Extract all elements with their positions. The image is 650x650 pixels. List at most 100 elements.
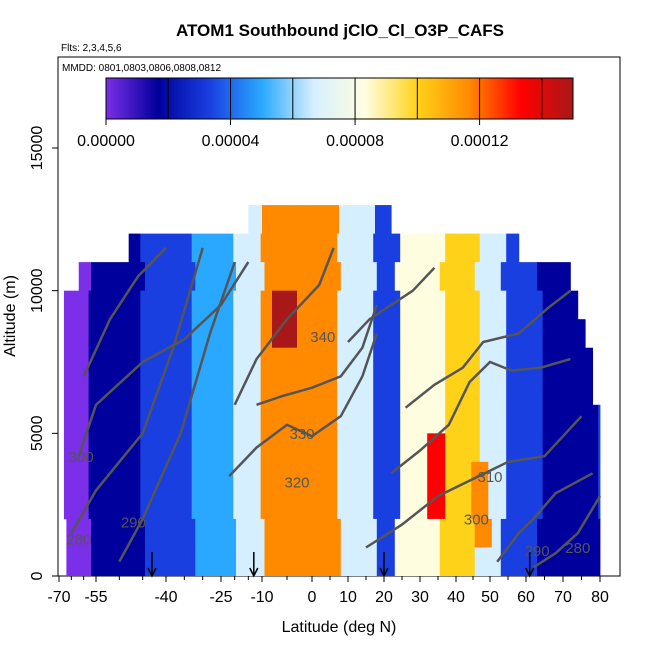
heatmap-cell xyxy=(128,347,141,377)
heatmap-cell xyxy=(76,490,83,520)
heatmap-cell xyxy=(445,319,455,349)
heatmap-cell xyxy=(219,347,227,377)
heatmap-cell xyxy=(140,319,153,349)
heatmap-cell xyxy=(382,347,392,377)
heatmap-cell xyxy=(385,262,396,292)
heatmap-cell xyxy=(409,319,419,349)
heatmap-cell xyxy=(588,461,599,491)
colorbar-tick-label: 0.00008 xyxy=(326,133,384,150)
heatmap-cell xyxy=(445,290,455,320)
heatmap-cell xyxy=(588,376,593,406)
heatmap-cell xyxy=(409,347,419,377)
heatmap-cell xyxy=(297,404,310,434)
heatmap-cell xyxy=(418,376,428,406)
heatmap-cell xyxy=(117,319,130,349)
heatmap-cell xyxy=(260,404,273,434)
heatmap-cell xyxy=(319,233,329,263)
heatmap-cell xyxy=(570,404,581,434)
heatmap-cell xyxy=(128,404,141,434)
heatmap-cell xyxy=(337,290,347,320)
heatmap-cell xyxy=(561,376,571,406)
x-tick-label: 70 xyxy=(554,589,572,606)
heatmap-cell xyxy=(117,490,130,520)
heatmap-cell xyxy=(163,233,174,263)
heatmap-cell xyxy=(436,404,446,434)
heatmap-cell xyxy=(94,490,106,520)
theta-contour xyxy=(496,472,594,563)
heatmap-cell xyxy=(167,518,178,548)
flight-arrow-head xyxy=(147,567,157,578)
heatmap-cell xyxy=(462,490,472,520)
chart-title: ATOM1 Southbound jClO_Cl_O3P_CAFS xyxy=(176,21,504,40)
heatmap-layer xyxy=(63,205,601,576)
heatmap-cell xyxy=(564,518,575,548)
heatmap-cell xyxy=(462,433,472,463)
heatmap-cell xyxy=(430,262,441,292)
heatmap-cell xyxy=(219,290,227,320)
heatmap-cell xyxy=(555,262,566,292)
heatmap-cell xyxy=(506,490,516,520)
heatmap-cell xyxy=(418,404,428,434)
flight-arrows xyxy=(147,552,535,578)
heatmap-cell xyxy=(133,518,146,548)
heatmap-cell xyxy=(570,290,579,320)
heatmap-cell xyxy=(348,205,358,234)
heatmap-cell xyxy=(364,490,374,520)
heatmap-cell xyxy=(515,490,525,520)
x-tick-label: 0 xyxy=(308,589,317,606)
x-tick-label: 20 xyxy=(375,589,393,606)
heatmap-cell xyxy=(200,233,211,263)
heatmap-cell xyxy=(312,205,322,234)
heatmap-cell xyxy=(533,347,544,377)
heatmap-cell xyxy=(515,347,525,377)
heatmap-cell xyxy=(542,319,553,349)
heatmap-cell xyxy=(256,518,265,548)
heatmap-cell xyxy=(474,518,484,548)
heatmap-cell xyxy=(533,433,544,463)
heatmap-cell xyxy=(515,433,525,463)
heatmap-cell xyxy=(117,347,130,377)
heatmap-cell xyxy=(226,433,234,463)
heatmap-cell xyxy=(84,262,92,292)
heatmap-cell xyxy=(400,233,410,263)
heatmap-cell xyxy=(94,319,106,349)
heatmap-cell xyxy=(373,290,383,320)
heatmap-cell xyxy=(152,290,165,320)
theta-contour xyxy=(404,289,572,409)
heatmap-cell xyxy=(436,490,446,520)
heatmap-cell xyxy=(82,404,89,434)
heatmap-cell xyxy=(551,433,562,463)
heatmap-cell xyxy=(509,518,520,548)
heatmap-cell xyxy=(409,461,419,491)
heatmap-cell xyxy=(284,461,298,491)
heatmap-cell xyxy=(488,433,498,463)
heatmap-cell xyxy=(427,433,437,463)
heatmap-cell xyxy=(76,347,83,377)
heatmap-cell xyxy=(229,518,237,548)
heatmap-cell xyxy=(561,404,571,434)
heatmap-cell xyxy=(191,461,202,491)
heatmap-cell xyxy=(400,347,410,377)
heatmap-cell xyxy=(253,376,262,406)
heatmap-cell xyxy=(564,262,571,292)
heatmap-cell xyxy=(373,347,383,377)
flights-subtitle: Flts: 2,3,4,5,6 xyxy=(61,43,122,54)
heatmap-cell xyxy=(88,290,96,320)
heatmap-cell xyxy=(195,518,205,548)
heatmap-cell xyxy=(346,376,356,406)
heatmap-cell xyxy=(140,461,153,491)
heatmap-cell xyxy=(462,319,472,349)
heatmap-cell xyxy=(70,319,77,349)
heatmap-cell xyxy=(182,319,193,349)
heatmap-cell xyxy=(152,233,165,263)
heatmap-cell xyxy=(400,490,410,520)
heatmap-cell xyxy=(561,490,571,520)
heatmap-cell xyxy=(163,490,174,520)
heatmap-cell xyxy=(364,461,374,491)
heatmap-cell xyxy=(471,319,481,349)
heatmap-cell xyxy=(128,490,141,520)
heatmap-cell xyxy=(152,461,165,491)
heatmap-cell xyxy=(163,404,174,434)
heatmap-cell xyxy=(427,376,437,406)
heatmap-cell xyxy=(385,547,396,576)
